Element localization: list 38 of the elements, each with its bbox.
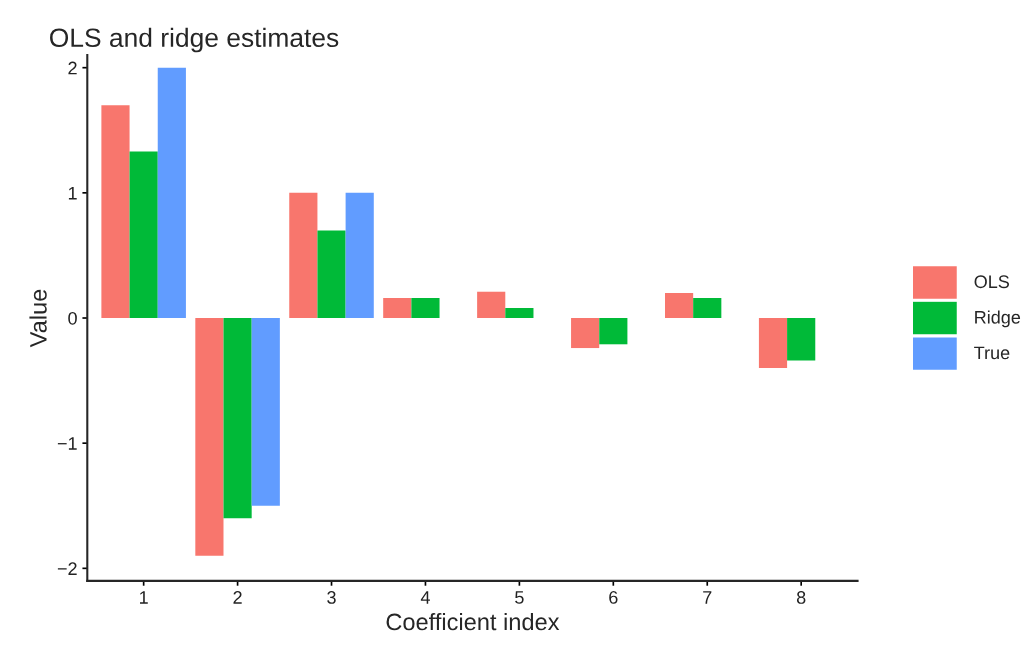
bar (571, 318, 600, 349)
legend-label: Ridge (975, 310, 1021, 328)
bar (289, 192, 318, 319)
bar (383, 297, 412, 319)
y-tick-label: 1 (68, 186, 77, 200)
y-tick-label: 0 (68, 311, 77, 325)
bar (195, 318, 224, 556)
chart-title: OLS and ridge estimates (50, 27, 339, 53)
bar (787, 318, 816, 361)
bar (251, 318, 280, 506)
y-axis-title: Value (29, 289, 47, 348)
y-tick-label: 2 (68, 61, 77, 75)
bar (345, 192, 374, 319)
bar (505, 308, 534, 319)
bar (101, 105, 130, 319)
bar (411, 297, 440, 319)
y-tick-label: −1 (57, 437, 77, 450)
bar (693, 297, 722, 319)
legend-label: True (974, 346, 1010, 360)
x-tick-label: 6 (609, 591, 618, 604)
y-tick-label: −2 (57, 562, 77, 575)
bar (477, 291, 506, 319)
x-tick-label: 1 (140, 591, 148, 604)
x-tick-label: 5 (515, 591, 524, 604)
bar (157, 67, 186, 319)
bar (664, 292, 694, 319)
x-tick-label: 8 (796, 591, 806, 604)
x-tick-label: 4 (420, 591, 430, 604)
x-axis-title: Coefficient index (386, 612, 560, 631)
x-tick-label: 3 (327, 591, 336, 604)
bar (758, 318, 788, 369)
bar (599, 318, 628, 345)
x-tick-label: 7 (703, 591, 712, 604)
x-tick-label: 2 (233, 591, 242, 604)
legend-label: OLS (974, 275, 1009, 289)
bar (223, 318, 252, 519)
bar (317, 230, 346, 319)
bar (129, 151, 158, 319)
